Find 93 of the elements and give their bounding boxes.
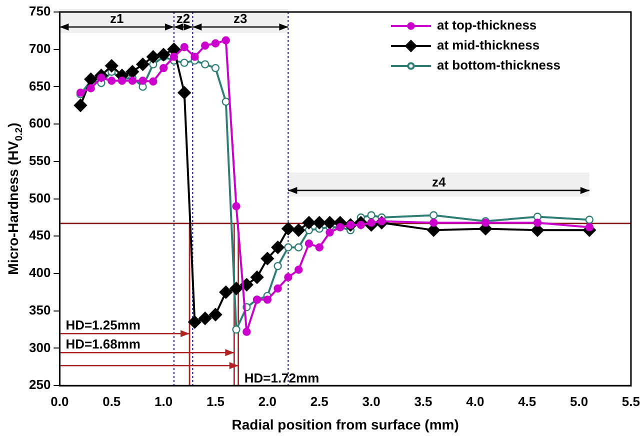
point bbox=[533, 218, 542, 227]
x-tick-label: 3.5 bbox=[414, 394, 432, 409]
legend-label: at top-thickness bbox=[436, 18, 537, 33]
y-tick-label: 650 bbox=[28, 78, 51, 94]
point bbox=[156, 48, 170, 62]
point bbox=[263, 296, 272, 304]
ref-line-label: HD=1.25mm bbox=[66, 318, 140, 333]
point bbox=[430, 211, 438, 220]
y-tick-label: 400 bbox=[28, 265, 51, 280]
point bbox=[178, 86, 191, 100]
point bbox=[219, 286, 232, 299]
point bbox=[232, 325, 240, 334]
point bbox=[304, 240, 314, 248]
x-tick-label: 2.0 bbox=[258, 394, 276, 409]
point bbox=[315, 243, 324, 252]
point bbox=[84, 72, 98, 86]
y-tick-label: 250 bbox=[28, 377, 51, 392]
point bbox=[146, 50, 160, 64]
point bbox=[159, 64, 168, 72]
point bbox=[201, 60, 210, 68]
point bbox=[128, 76, 136, 85]
x-tick-label: 0.5 bbox=[102, 394, 121, 409]
y-tick-label: 300 bbox=[28, 340, 51, 355]
point bbox=[530, 224, 544, 237]
point bbox=[188, 315, 202, 329]
point bbox=[312, 216, 326, 230]
point bbox=[284, 273, 292, 282]
point bbox=[74, 98, 88, 112]
point bbox=[302, 216, 316, 230]
point bbox=[180, 43, 188, 52]
point bbox=[190, 52, 199, 61]
ref-line-label: HD=1.72mm bbox=[244, 370, 320, 386]
y-tick-label: 500 bbox=[28, 190, 51, 206]
point bbox=[260, 252, 274, 266]
x-tick-label: 1.0 bbox=[154, 394, 173, 409]
band-label: z2 bbox=[176, 11, 190, 26]
y-tick-label: 600 bbox=[28, 116, 51, 131]
point bbox=[232, 202, 240, 210]
x-tick-label: 0.0 bbox=[50, 394, 69, 409]
point bbox=[326, 228, 334, 237]
x-tick-label: 1.5 bbox=[206, 394, 225, 409]
point bbox=[585, 216, 594, 224]
point bbox=[149, 77, 158, 86]
point bbox=[323, 216, 336, 230]
y-tick-label: 350 bbox=[28, 302, 51, 318]
point bbox=[167, 42, 181, 56]
point bbox=[211, 39, 220, 48]
y-axis-title: Micro-Hardness (HV0.2) bbox=[5, 122, 26, 275]
point bbox=[126, 65, 139, 78]
point bbox=[282, 222, 295, 236]
point bbox=[274, 284, 282, 293]
y-tick-label: 700 bbox=[28, 40, 51, 56]
ref-line-label: HD=1.68mm bbox=[66, 336, 140, 352]
x-tick-label: 5.5 bbox=[622, 394, 640, 409]
legend-label: at bottom-thickness bbox=[436, 58, 560, 73]
point bbox=[274, 262, 282, 270]
point bbox=[585, 223, 594, 232]
x-axis-title: Radial position from surface (mm) bbox=[232, 416, 459, 432]
point bbox=[292, 224, 306, 237]
x-tick-label: 5.0 bbox=[570, 394, 588, 409]
point bbox=[208, 308, 222, 322]
point bbox=[180, 58, 188, 67]
point bbox=[250, 270, 264, 284]
point bbox=[138, 76, 147, 85]
point bbox=[170, 52, 178, 61]
y-tick-label: 750 bbox=[28, 4, 51, 19]
point bbox=[211, 64, 220, 72]
y-tick-label: 550 bbox=[28, 153, 51, 168]
point bbox=[294, 266, 303, 274]
point bbox=[284, 243, 292, 252]
point bbox=[136, 58, 150, 71]
point bbox=[222, 36, 230, 44]
x-tick-label: 3.0 bbox=[362, 394, 380, 409]
point bbox=[108, 76, 116, 85]
point bbox=[105, 59, 118, 72]
point bbox=[198, 312, 212, 325]
point bbox=[201, 42, 210, 50]
x-tick-label: 4.5 bbox=[518, 394, 536, 409]
point bbox=[86, 84, 95, 92]
band-label: z4 bbox=[432, 174, 446, 190]
legend-label: at mid-thickness bbox=[436, 38, 540, 53]
point bbox=[427, 224, 440, 237]
point bbox=[230, 282, 243, 296]
point bbox=[367, 211, 376, 220]
point bbox=[271, 240, 284, 254]
x-tick-label: 2.5 bbox=[310, 394, 328, 409]
point bbox=[294, 243, 303, 252]
x-tick-label: 4.0 bbox=[466, 394, 484, 409]
y-tick-label: 450 bbox=[28, 228, 51, 243]
point bbox=[242, 328, 251, 336]
band-label: z1 bbox=[110, 11, 124, 26]
band-label: z3 bbox=[234, 11, 248, 26]
point bbox=[430, 218, 438, 227]
